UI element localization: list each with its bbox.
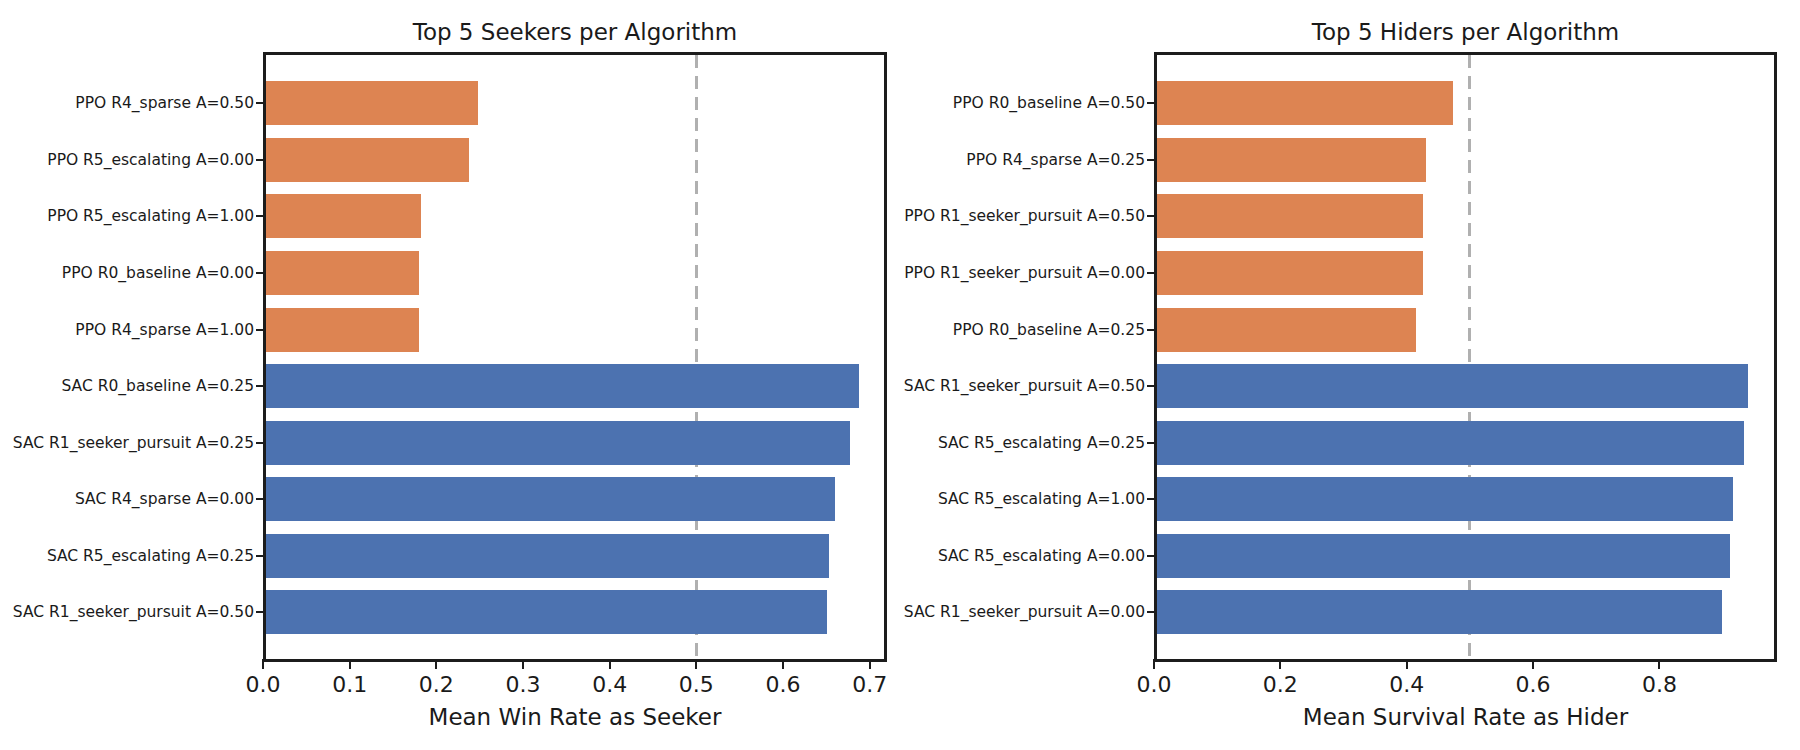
seekers-chart-title: Top 5 Seekers per Algorithm — [263, 17, 887, 47]
x-tick-label: 0.0 — [223, 672, 303, 698]
y-tick-label: PPO R5_escalating A=0.00 — [9, 149, 254, 171]
figure: Top 5 Seekers per Algorithm Top 5 Hiders… — [0, 0, 1800, 750]
y-tick-label: PPO R0_baseline A=0.25 — [900, 319, 1145, 341]
y-tick-label: PPO R4_sparse A=1.00 — [9, 319, 254, 341]
y-tick-label: PPO R5_escalating A=1.00 — [9, 205, 254, 227]
y-tick-label: SAC R1_seeker_pursuit A=0.00 — [900, 601, 1145, 623]
y-tick-label: PPO R0_baseline A=0.00 — [9, 262, 254, 284]
y-tick-label: SAC R5_escalating A=0.25 — [900, 432, 1145, 454]
y-tick-label: PPO R1_seeker_pursuit A=0.50 — [900, 205, 1145, 227]
y-tick-label: SAC R4_sparse A=0.00 — [9, 488, 254, 510]
x-tick-label: 0.6 — [743, 672, 823, 698]
hiders-chart-title: Top 5 Hiders per Algorithm — [1154, 17, 1777, 47]
y-tick-label: SAC R5_escalating A=0.25 — [9, 545, 254, 567]
y-tick-label: SAC R5_escalating A=1.00 — [900, 488, 1145, 510]
hiders-x-axis-label: Mean Survival Rate as Hider — [1154, 702, 1777, 732]
y-tick-label: SAC R1_seeker_pursuit A=0.50 — [9, 601, 254, 623]
plot-border — [263, 52, 887, 662]
x-tick-label: 0.0 — [1114, 672, 1194, 698]
x-tick-label: 0.7 — [830, 672, 910, 698]
x-tick-label: 0.2 — [396, 672, 476, 698]
x-tick-label: 0.5 — [656, 672, 736, 698]
y-tick-label: PPO R1_seeker_pursuit A=0.00 — [900, 262, 1145, 284]
seekers-x-axis-label: Mean Win Rate as Seeker — [263, 702, 887, 732]
y-tick-label: SAC R1_seeker_pursuit A=0.50 — [900, 375, 1145, 397]
x-tick-label: 0.4 — [570, 672, 650, 698]
y-tick-label: PPO R0_baseline A=0.50 — [900, 92, 1145, 114]
x-tick-label: 0.2 — [1240, 672, 1320, 698]
y-tick-label: PPO R4_sparse A=0.25 — [900, 149, 1145, 171]
x-tick-label: 0.6 — [1493, 672, 1573, 698]
y-tick-label: PPO R4_sparse A=0.50 — [9, 92, 254, 114]
x-tick-label: 0.4 — [1367, 672, 1447, 698]
y-tick-label: SAC R1_seeker_pursuit A=0.25 — [9, 432, 254, 454]
plot-border — [1154, 52, 1777, 662]
x-tick-label: 0.8 — [1619, 672, 1699, 698]
x-tick-label: 0.3 — [483, 672, 563, 698]
y-tick-label: SAC R5_escalating A=0.00 — [900, 545, 1145, 567]
x-tick-label: 0.1 — [310, 672, 390, 698]
y-tick-label: SAC R0_baseline A=0.25 — [9, 375, 254, 397]
